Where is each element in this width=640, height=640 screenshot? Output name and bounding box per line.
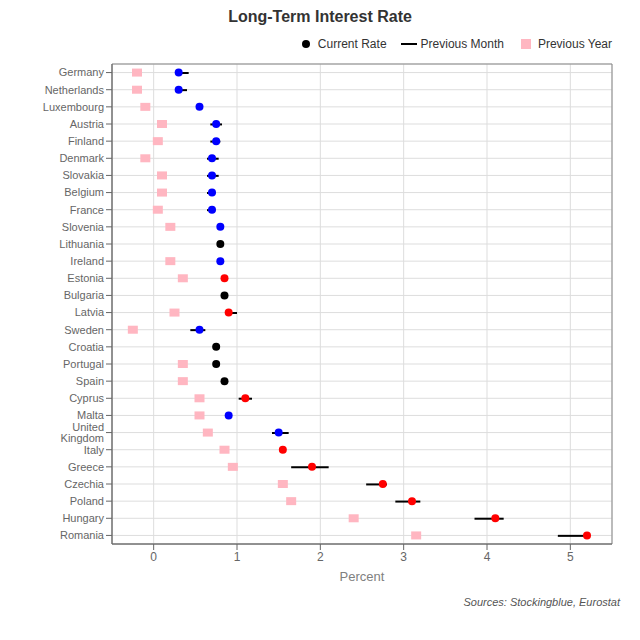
svg-text:Sweden: Sweden <box>64 324 104 336</box>
svg-text:Hungary: Hungary <box>62 512 104 524</box>
html-text:Current Rate: Current Rate <box>317 37 387 51</box>
svg-text:Slovenia: Slovenia <box>62 221 105 233</box>
svg-text:Poland: Poland <box>70 495 104 507</box>
svg-text:Spain: Spain <box>76 375 104 387</box>
svg-text:2: 2 <box>317 550 324 564</box>
svg-text:4: 4 <box>484 550 491 564</box>
svg-text:Belgium: Belgium <box>64 186 104 198</box>
svg-text:0: 0 <box>150 550 157 564</box>
svg-text:Cyprus: Cyprus <box>69 392 104 404</box>
svg-text:Denmark: Denmark <box>59 152 104 164</box>
svg-text:3: 3 <box>400 550 407 564</box>
svg-text:1: 1 <box>234 550 241 564</box>
html-text:Long-Term Interest Rate: Long-Term Interest Rate <box>228 8 412 25</box>
svg-text:Slovakia: Slovakia <box>62 169 104 181</box>
svg-text:Bulgaria: Bulgaria <box>64 289 105 301</box>
svg-text:Luxembourg: Luxembourg <box>43 101 104 113</box>
svg-text:Percent: Percent <box>340 569 385 584</box>
svg-text:Italy: Italy <box>84 444 105 456</box>
svg-text:Netherlands: Netherlands <box>45 84 105 96</box>
svg-text:Czechia: Czechia <box>64 478 105 490</box>
html-text:Previous Month: Previous Month <box>420 37 504 51</box>
svg-text:Romania: Romania <box>60 529 105 541</box>
svg-text:France: France <box>70 204 104 216</box>
svg-text:5: 5 <box>567 550 574 564</box>
svg-text:Estonia: Estonia <box>67 272 105 284</box>
svg-text:UnitedKingdom: UnitedKingdom <box>61 421 104 444</box>
html-text:Sources: Stockingblue, Eurosta: Sources: Stockingblue, Eurostat <box>463 596 620 608</box>
svg-text:Portugal: Portugal <box>63 358 104 370</box>
svg-text:Ireland: Ireland <box>70 255 104 267</box>
html-text:Previous Year: Previous Year <box>537 37 612 51</box>
svg-text:Austria: Austria <box>70 118 105 130</box>
svg-text:Germany: Germany <box>59 66 105 78</box>
svg-text:Croatia: Croatia <box>69 341 105 353</box>
svg-text:Lithuania: Lithuania <box>59 238 105 250</box>
svg-text:Finland: Finland <box>68 135 104 147</box>
svg-text:Malta: Malta <box>77 409 105 421</box>
svg-text:Greece: Greece <box>68 461 104 473</box>
svg-text:Latvia: Latvia <box>75 306 105 318</box>
